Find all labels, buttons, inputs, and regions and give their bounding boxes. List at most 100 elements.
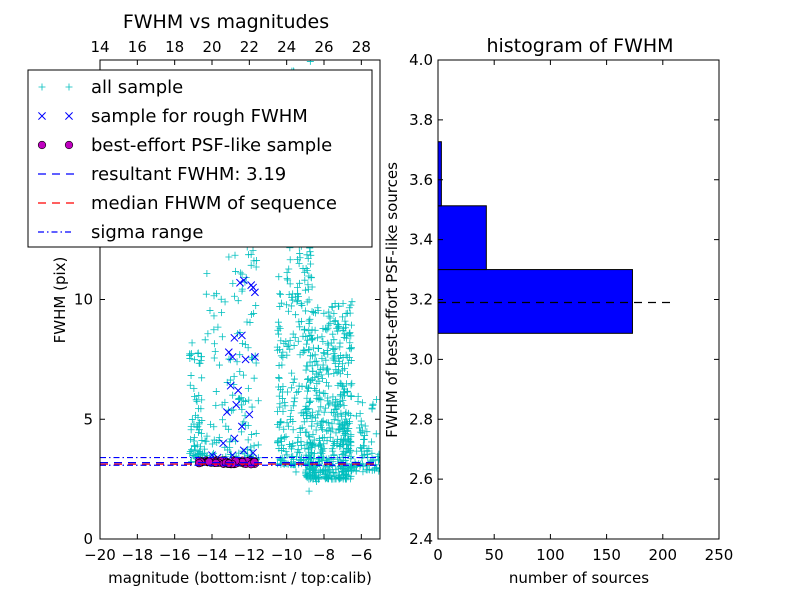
all-sample-point	[224, 425, 232, 433]
legend-entry: sample for rough FWHM	[38, 106, 308, 127]
all-sample-point	[238, 406, 246, 414]
all-sample-point	[368, 404, 376, 412]
all-sample-point	[360, 442, 368, 450]
all-sample-point	[313, 380, 321, 388]
all-sample-point	[289, 330, 297, 338]
all-sample-point	[320, 350, 328, 358]
all-sample-point	[325, 401, 333, 409]
all-sample-point	[332, 412, 340, 420]
all-sample-point	[303, 474, 311, 482]
all-sample-point	[319, 375, 327, 383]
top-tick-label: 16	[128, 38, 147, 56]
all-sample-point	[332, 466, 340, 474]
all-sample-point	[342, 380, 350, 388]
all-sample-point	[278, 361, 286, 369]
all-sample-point	[276, 324, 284, 332]
all-sample-point	[312, 426, 320, 434]
all-sample-point	[218, 401, 226, 409]
all-sample-point	[350, 464, 358, 472]
all-sample-point	[232, 267, 240, 275]
all-sample-point	[307, 331, 315, 339]
all-sample-point	[359, 468, 367, 476]
all-sample-point	[247, 311, 255, 319]
all-sample-point	[342, 408, 350, 416]
all-sample-point	[345, 330, 353, 338]
all-sample-point	[327, 408, 335, 416]
legend-label: median FHWM of sequence	[91, 193, 337, 214]
all-sample-point	[194, 350, 202, 358]
all-sample-point	[330, 318, 338, 326]
all-sample-point	[305, 296, 313, 304]
all-sample-point	[231, 251, 239, 259]
x-tick-label: −8	[313, 546, 335, 564]
all-sample-point	[210, 312, 218, 320]
all-sample-point	[340, 389, 348, 397]
legend-box	[27, 69, 373, 248]
all-sample-point	[302, 340, 310, 348]
all-sample-point	[188, 339, 196, 347]
all-sample-point	[291, 334, 299, 342]
all-sample-point	[248, 431, 256, 439]
all-sample-point	[326, 314, 334, 322]
all-sample-point	[248, 403, 256, 411]
all-sample-point	[309, 335, 317, 343]
all-sample-point	[295, 382, 303, 390]
y-axis-ticks: 2.4 2.6 2.8 3.0 3.2 3.4 3.6 3.8 4.0	[409, 51, 719, 548]
all-sample-point	[235, 395, 243, 403]
all-sample-point	[291, 394, 299, 402]
all-sample-point	[187, 435, 195, 443]
all-sample-point	[302, 468, 310, 476]
all-sample-point	[303, 394, 311, 402]
all-sample-point	[318, 449, 326, 457]
x-axis-ticks: 0 50 100 150 200 250	[433, 60, 733, 564]
all-sample-point	[347, 357, 355, 365]
all-sample-point	[237, 401, 245, 409]
all-sample-point	[249, 246, 257, 254]
all-sample-point	[229, 391, 237, 399]
rough-fwhm-point	[219, 439, 228, 448]
all-sample-point	[322, 466, 330, 474]
all-sample-point	[331, 300, 339, 308]
legend-entry: resultant FWHM: 3.19	[38, 164, 286, 185]
all-sample-point	[191, 447, 199, 455]
all-sample-point	[305, 327, 313, 335]
all-sample-point	[342, 334, 350, 342]
rough-fwhm-point	[237, 422, 246, 431]
all-sample-point	[333, 324, 341, 332]
all-sample-point	[190, 384, 198, 392]
all-sample-point	[294, 293, 302, 301]
all-sample-point	[319, 434, 327, 442]
all-sample-point	[281, 402, 289, 410]
all-sample-point	[186, 449, 194, 457]
all-sample-point	[247, 261, 255, 269]
all-sample-point	[331, 317, 339, 325]
x-tick-label: −16	[159, 546, 191, 564]
all-sample-point	[318, 333, 326, 341]
all-sample-point	[292, 311, 300, 319]
all-sample-point	[301, 276, 309, 284]
all-sample-point	[315, 407, 323, 415]
all-sample-point	[340, 385, 348, 393]
all-sample-point	[329, 438, 337, 446]
fwhm-histogram-chart: histogram of FWHM 0 50 100 150 200 250 2.4 2.6…	[383, 35, 733, 587]
all-sample-point	[195, 391, 203, 399]
all-sample-point	[322, 356, 330, 364]
all-sample-point	[294, 434, 302, 442]
rough-fwhm-point	[228, 353, 237, 361]
all-sample-point	[331, 401, 339, 409]
all-sample-point	[307, 274, 315, 282]
all-sample-point	[338, 421, 346, 429]
all-sample-point	[288, 445, 296, 453]
y-tick-label: 3.0	[409, 350, 433, 368]
all-sample-point	[313, 334, 321, 342]
all-sample-point	[301, 429, 309, 437]
all-sample-point	[342, 351, 350, 359]
all-sample-point	[190, 393, 198, 401]
all-sample-point	[311, 414, 319, 422]
all-sample-point	[311, 326, 319, 334]
top-tick-label: 24	[277, 38, 296, 56]
all-sample-point	[363, 462, 371, 470]
all-sample-point	[197, 450, 205, 458]
top-axis-ticks: 14 16 18 20 22 24 26 28	[90, 38, 371, 65]
